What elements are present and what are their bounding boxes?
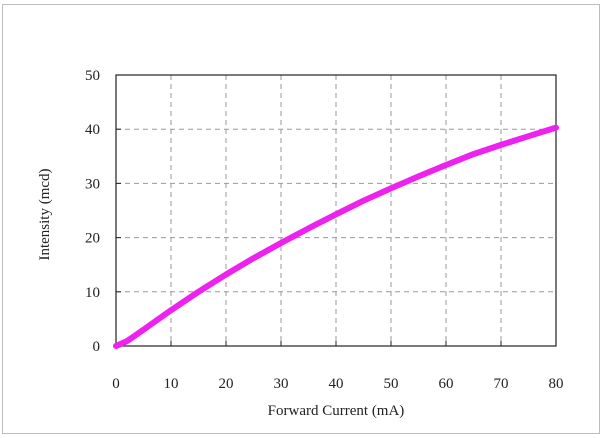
y-tick-label: 20 [85,231,100,247]
x-axis-ticks: 0 10 20 30 40 50 60 70 80 [112,341,564,392]
series-line [113,124,559,349]
grid [116,75,556,346]
x-tick-label: 60 [439,376,454,392]
y-tick-label: 40 [85,122,100,138]
x-tick-label: 20 [219,376,234,392]
series-layer [113,124,559,349]
x-axis-label: Forward Current (mA) [268,403,405,419]
y-axis-label: Intensity (mcd) [37,168,53,260]
x-tick-label: 80 [549,376,564,392]
x-tick-label: 40 [329,376,344,392]
y-tick-label: 50 [85,68,100,84]
x-tick-label: 30 [274,376,289,392]
chart-frame: 0 10 20 30 40 50 60 70 80 0 10 20 30 40 50 Forward Cu… [2,4,600,434]
intensity-vs-current-chart: 0 10 20 30 40 50 60 70 80 0 10 20 30 40 50 Forward Cu… [37,68,564,419]
x-tick-label: 0 [112,376,120,392]
y-tick-label: 10 [85,285,100,301]
y-axis-ticks: 0 10 20 30 40 50 [85,68,121,355]
y-tick-label: 30 [85,176,100,192]
x-tick-label: 70 [494,376,509,392]
x-tick-label: 50 [384,376,399,392]
y-tick-label: 0 [93,339,101,355]
x-tick-label: 10 [164,376,179,392]
